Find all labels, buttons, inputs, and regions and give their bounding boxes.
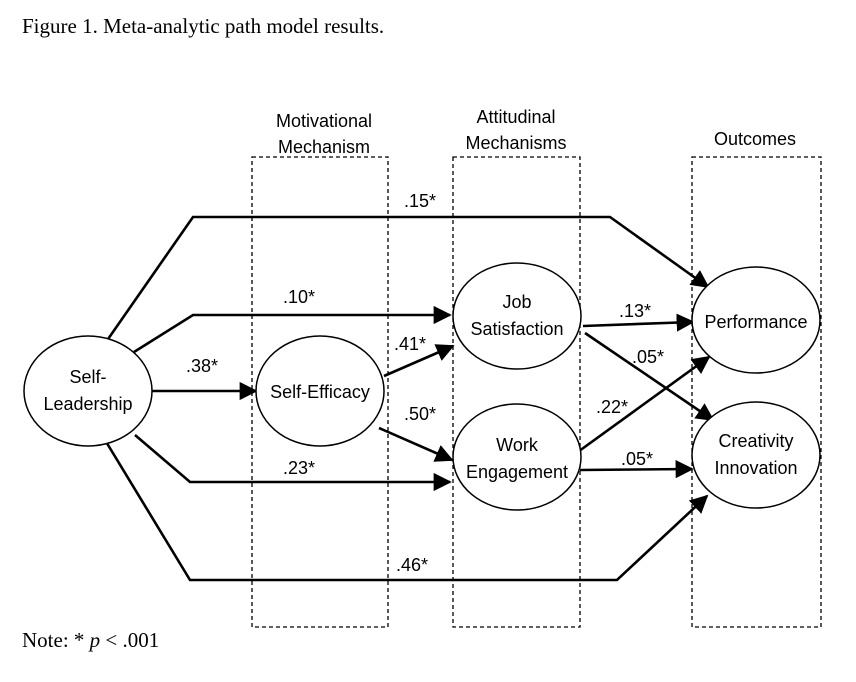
path-se-job-satisfaction — [383, 344, 455, 378]
path-sl-work-engagement — [134, 434, 452, 492]
path-sl-job-satisfaction — [133, 305, 452, 354]
coef-se-job-satisfaction: .41* — [394, 334, 426, 354]
coef-we-creativity: .05* — [621, 449, 653, 469]
attitudinal-header-line2: Mechanisms — [465, 133, 566, 153]
coef-sl-performance: .15* — [404, 191, 436, 211]
coef-sl-work-engagement: .23* — [283, 458, 315, 478]
node-self-leadership — [23, 335, 153, 447]
node-creativity-innovation — [691, 401, 821, 509]
node-work-engagement-label-line2: Engagement — [466, 462, 568, 482]
node-performance-label: Performance — [704, 312, 807, 332]
path-js-creativity — [584, 331, 715, 422]
node-self-leadership-label-line1: Self- — [69, 367, 106, 387]
coef-we-performance: .22* — [596, 397, 628, 417]
coef-js-performance: .13* — [619, 301, 651, 321]
coef-se-work-engagement: .50* — [404, 404, 436, 424]
path-sl-creativity — [103, 439, 709, 582]
motivational-header-line2: Mechanism — [278, 137, 370, 157]
node-self-efficacy-label: Self-Efficacy — [270, 382, 370, 402]
figure-note: Note: * p < .001 — [22, 628, 159, 653]
path-sl-performance — [104, 215, 710, 343]
path-we-creativity — [579, 460, 694, 479]
note-p-symbol: p — [89, 628, 101, 652]
figure-title: Figure 1. Meta-analytic path model resul… — [22, 14, 385, 38]
note-prefix: Note: * — [22, 628, 90, 652]
path-we-performance — [574, 355, 711, 456]
node-job-satisfaction — [452, 262, 582, 370]
coef-sl-creativity: .46* — [396, 555, 428, 575]
coef-js-creativity: .05* — [632, 347, 664, 367]
node-self-efficacy — [255, 335, 385, 447]
node-performance — [691, 266, 821, 374]
node-self-leadership-label-line2: Leadership — [43, 394, 132, 414]
outcomes-header: Outcomes — [714, 129, 796, 149]
attitudinal-header-line1: Attitudinal — [476, 107, 555, 127]
node-creativity-label-line2: Innovation — [714, 458, 797, 478]
motivational-header-line1: Motivational — [276, 111, 372, 131]
coef-sl-self-efficacy: .38* — [186, 356, 218, 376]
outcomes-box — [691, 156, 822, 628]
path-js-performance — [582, 313, 695, 332]
coef-sl-job-satisfaction: .10* — [283, 287, 315, 307]
note-suffix: < .001 — [100, 628, 160, 652]
attitudinal-mechanisms-box — [452, 156, 581, 628]
node-job-satisfaction-label-line1: Job — [502, 292, 531, 312]
node-work-engagement-label-line1: Work — [496, 435, 539, 455]
node-work-engagement — [452, 403, 582, 511]
path-se-work-engagement — [378, 426, 454, 462]
node-job-satisfaction-label-line2: Satisfaction — [470, 319, 563, 339]
node-creativity-label-line1: Creativity — [718, 431, 793, 451]
